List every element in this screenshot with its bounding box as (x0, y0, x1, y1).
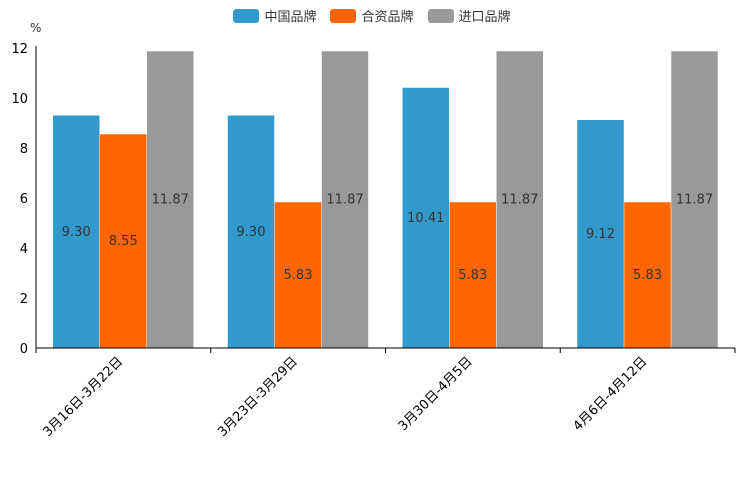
bar-s2-c2[interactable] (496, 51, 544, 348)
bar-s2-c0[interactable] (147, 51, 194, 348)
y-tick-label-4: 8 (20, 142, 28, 157)
y-tick-label-1: 2 (20, 292, 28, 307)
legend-swatch-joint-venture-brand (330, 8, 357, 23)
data-label-s2-c0: 11.87 (152, 193, 189, 208)
legend-swatch-imported-brand (427, 8, 454, 23)
bar-s0-c0[interactable] (53, 115, 100, 349)
bar-s1-c2[interactable] (449, 202, 497, 348)
legend-item-imported-brand[interactable]: 进口品牌 (427, 6, 511, 25)
bar-s1-c3[interactable] (624, 202, 671, 348)
y-tick-label-0: 0 (20, 342, 28, 357)
legend-label-china-brand: 中国品牌 (264, 10, 317, 25)
data-label-s1-c2: 5.83 (458, 268, 487, 283)
bar-s0-c1[interactable] (227, 115, 275, 349)
data-label-s2-c3: 11.87 (676, 193, 713, 208)
y-tick-label-6: 12 (11, 42, 28, 57)
data-label-s2-c2: 11.87 (501, 193, 538, 208)
legend: 中国品牌 合资品牌 进口品牌 (0, 6, 744, 25)
bar-s2-c3[interactable] (671, 51, 718, 348)
legend-label-joint-venture-brand: 合资品牌 (361, 10, 414, 25)
x-tick-label-3: 4月6日-4月12日 (571, 354, 651, 434)
bar-s0-c3[interactable] (577, 120, 624, 348)
y-tick-label-3: 6 (20, 192, 28, 207)
data-label-s1-c3: 5.83 (633, 268, 662, 283)
data-label-s0-c3: 9.12 (586, 227, 615, 242)
data-label-s1-c1: 5.83 (284, 268, 313, 283)
data-label-s0-c1: 9.30 (237, 225, 266, 240)
data-label-s2-c1: 11.87 (326, 193, 363, 208)
legend-item-joint-venture-brand[interactable]: 合资品牌 (330, 6, 414, 25)
y-tick-label-2: 4 (20, 242, 28, 257)
legend-swatch-china-brand (233, 8, 260, 23)
bar-s1-c1[interactable] (274, 202, 322, 348)
data-label-s0-c2: 10.41 (407, 211, 444, 226)
data-label-s1-c0: 8.55 (109, 234, 138, 249)
legend-label-imported-brand: 进口品牌 (458, 10, 511, 25)
x-tick-label-0: 3月16日-3月22日 (40, 354, 126, 440)
bar-s1-c0[interactable] (100, 134, 147, 348)
y-axis-unit-label: % (30, 21, 42, 35)
x-tick-label-1: 3月23日-3月29日 (215, 354, 301, 440)
bar-s0-c2[interactable] (402, 87, 450, 348)
x-tick-label-2: 3月30日-4月5日 (396, 354, 476, 434)
y-tick-label-5: 10 (11, 92, 28, 107)
data-label-s0-c0: 9.30 (62, 225, 91, 240)
legend-item-china-brand[interactable]: 中国品牌 (233, 6, 316, 25)
bar-s2-c1[interactable] (321, 51, 369, 348)
